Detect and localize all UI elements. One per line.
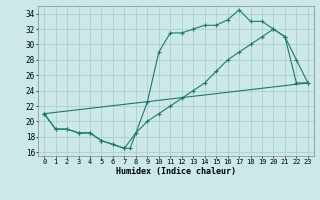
X-axis label: Humidex (Indice chaleur): Humidex (Indice chaleur)	[116, 167, 236, 176]
